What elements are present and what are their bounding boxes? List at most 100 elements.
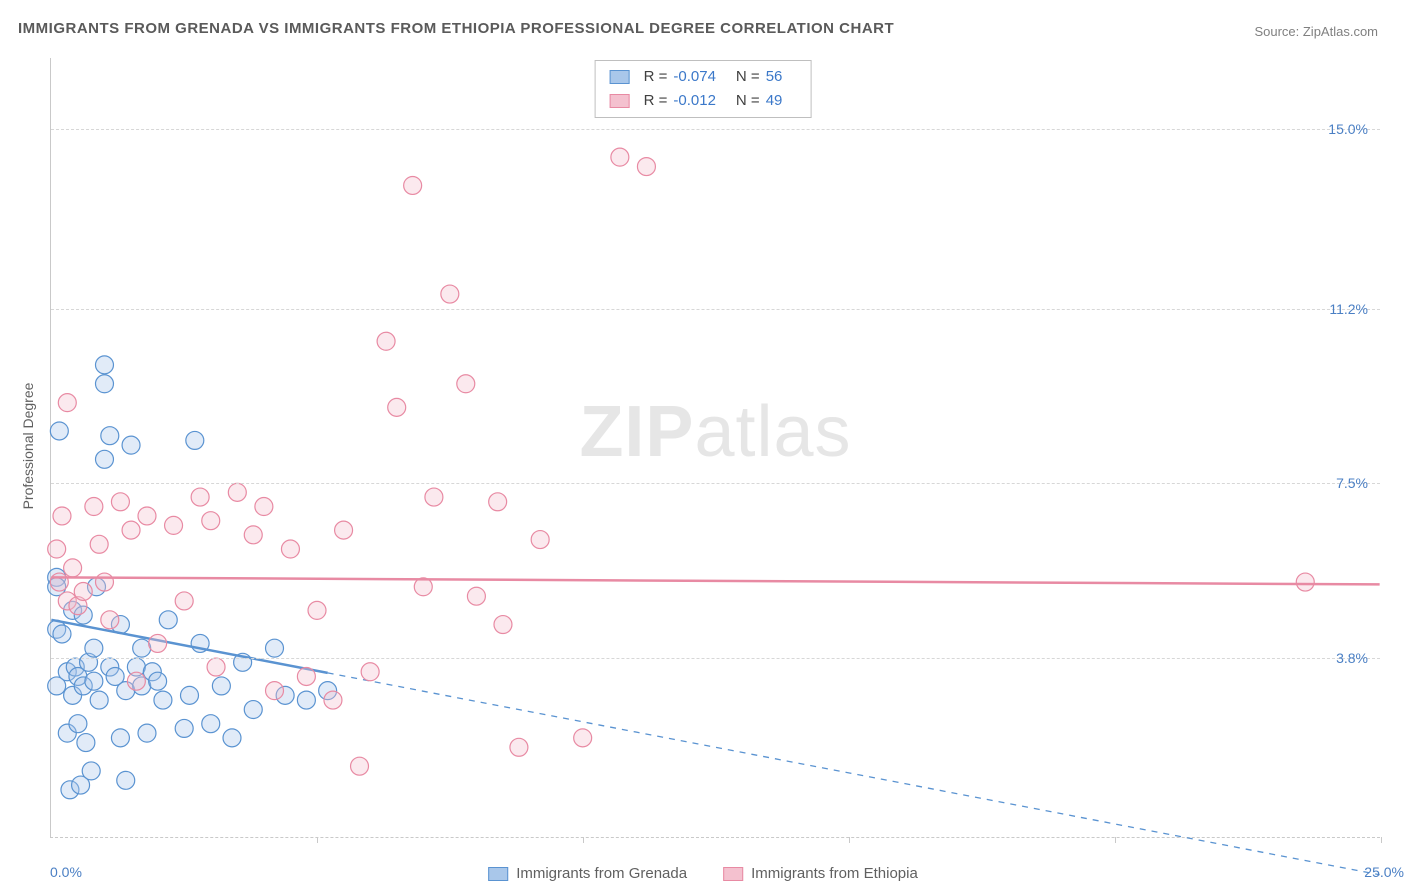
- data-point: [122, 436, 140, 454]
- r-value: -0.012: [673, 89, 716, 113]
- data-point: [191, 488, 209, 506]
- x-tick: [1115, 837, 1116, 843]
- data-point: [95, 375, 113, 393]
- data-point: [297, 691, 315, 709]
- data-point: [181, 686, 199, 704]
- data-point: [297, 667, 315, 685]
- regression-line-extrapolated: [328, 673, 1380, 875]
- n-value: 49: [766, 89, 783, 113]
- legend-swatch: [723, 867, 743, 881]
- legend-item: Immigrants from Grenada: [488, 865, 687, 882]
- data-point: [85, 639, 103, 657]
- data-point: [138, 724, 156, 742]
- data-point: [574, 729, 592, 747]
- plot-area: ZIPatlas 3.8%7.5%11.2%15.0%: [50, 58, 1380, 838]
- r-value: -0.074: [673, 65, 716, 89]
- data-point: [351, 757, 369, 775]
- data-point: [457, 375, 475, 393]
- correlation-chart: { "title": "IMMIGRANTS FROM GRENADA VS I…: [0, 0, 1406, 892]
- data-point: [95, 356, 113, 374]
- data-point: [266, 639, 284, 657]
- data-point: [441, 285, 459, 303]
- gridline-h: [51, 309, 1380, 310]
- top-legend-box: R =-0.074N =56R =-0.012N =49: [595, 60, 812, 118]
- data-point: [111, 493, 129, 511]
- data-point: [228, 483, 246, 501]
- data-point: [494, 616, 512, 634]
- data-point: [58, 394, 76, 412]
- x-tick: [1381, 837, 1382, 843]
- data-point: [50, 422, 68, 440]
- y-tick-label: 7.5%: [1328, 475, 1368, 491]
- data-point: [111, 729, 129, 747]
- data-point: [53, 507, 71, 525]
- stats-row: R =-0.012N =49: [610, 89, 797, 113]
- data-point: [117, 771, 135, 789]
- data-point: [53, 625, 71, 643]
- data-point: [335, 521, 353, 539]
- source-attribution: Source: ZipAtlas.com: [1254, 24, 1378, 39]
- data-point: [175, 592, 193, 610]
- legend-label: Immigrants from Ethiopia: [751, 865, 918, 882]
- data-point: [149, 672, 167, 690]
- data-point: [324, 691, 342, 709]
- data-point: [212, 677, 230, 695]
- data-point: [255, 498, 273, 516]
- data-point: [361, 663, 379, 681]
- x-tick: [317, 837, 318, 843]
- data-point: [64, 559, 82, 577]
- data-point: [159, 611, 177, 629]
- data-point: [425, 488, 443, 506]
- legend-swatch: [610, 70, 630, 84]
- gridline-h: [51, 483, 1380, 484]
- data-point: [95, 573, 113, 591]
- x-max-label: 25.0%: [1364, 864, 1404, 880]
- legend-swatch: [488, 867, 508, 881]
- data-point: [74, 583, 92, 601]
- data-point: [149, 634, 167, 652]
- data-point: [244, 701, 262, 719]
- y-tick-label: 15.0%: [1320, 121, 1368, 137]
- data-point: [175, 719, 193, 737]
- x-min-label: 0.0%: [50, 864, 82, 880]
- data-point: [101, 427, 119, 445]
- x-tick: [849, 837, 850, 843]
- data-point: [207, 658, 225, 676]
- data-point: [244, 526, 262, 544]
- data-point: [377, 332, 395, 350]
- bottom-legend: Immigrants from Grenada Immigrants from E…: [488, 865, 918, 882]
- data-point: [202, 715, 220, 733]
- chart-title: IMMIGRANTS FROM GRENADA VS IMMIGRANTS FR…: [18, 20, 894, 37]
- data-point: [90, 535, 108, 553]
- data-point: [531, 531, 549, 549]
- data-point: [85, 498, 103, 516]
- data-point: [90, 691, 108, 709]
- data-point: [510, 738, 528, 756]
- gridline-h: [51, 129, 1380, 130]
- data-point: [467, 587, 485, 605]
- data-point: [266, 682, 284, 700]
- data-point: [404, 176, 422, 194]
- y-axis-label: Professional Degree: [20, 383, 36, 510]
- data-point: [48, 540, 66, 558]
- y-tick-label: 3.8%: [1328, 650, 1368, 666]
- data-point: [489, 493, 507, 511]
- gridline-h: [51, 658, 1380, 659]
- data-point: [85, 672, 103, 690]
- legend-swatch: [610, 94, 630, 108]
- data-point: [611, 148, 629, 166]
- x-tick: [583, 837, 584, 843]
- data-point: [95, 450, 113, 468]
- data-point: [388, 398, 406, 416]
- data-point: [133, 639, 151, 657]
- data-point: [637, 158, 655, 176]
- data-point: [281, 540, 299, 558]
- data-point: [154, 691, 172, 709]
- data-point: [223, 729, 241, 747]
- data-point: [82, 762, 100, 780]
- regression-line: [51, 577, 1379, 584]
- data-point: [101, 611, 119, 629]
- n-value: 56: [766, 65, 783, 89]
- data-point: [202, 512, 220, 530]
- data-point: [127, 672, 145, 690]
